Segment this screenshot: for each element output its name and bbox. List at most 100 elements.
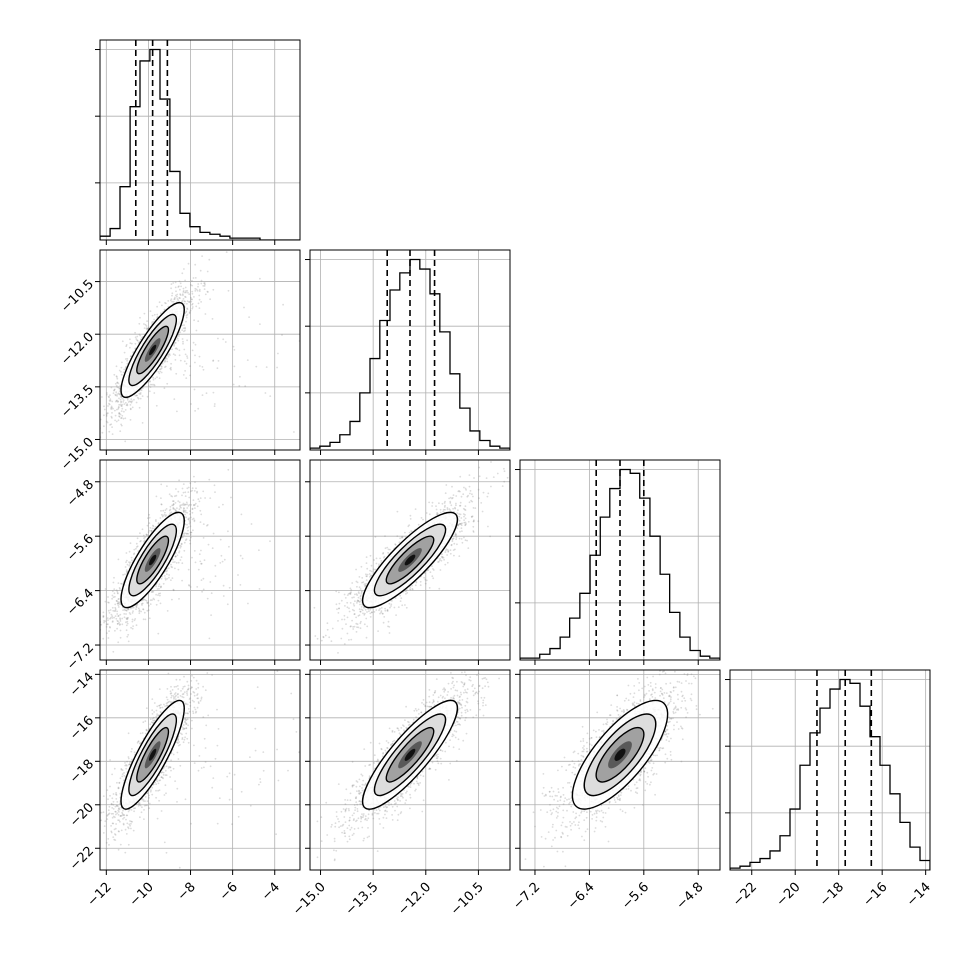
sample-point <box>183 330 185 333</box>
y-tick-label: −6.4 <box>64 586 97 619</box>
sample-point <box>206 290 209 293</box>
sample-point <box>153 392 156 394</box>
sample-point <box>183 534 186 536</box>
sample-point <box>134 331 137 334</box>
sample-point <box>184 286 187 289</box>
sample-point <box>316 637 319 640</box>
sample-point <box>88 423 90 425</box>
sample-point <box>359 588 362 590</box>
sample-point <box>115 420 118 423</box>
sample-point <box>185 290 187 292</box>
sample-point <box>117 392 120 395</box>
sample-point <box>353 613 356 615</box>
sample-point <box>126 635 129 638</box>
sample-point <box>106 392 108 394</box>
sample-point <box>156 305 159 308</box>
sample-point <box>152 597 155 600</box>
sample-point <box>164 302 166 304</box>
sample-point <box>480 502 483 504</box>
sample-point <box>111 417 113 419</box>
sample-point <box>345 623 347 625</box>
sample-point <box>162 582 165 585</box>
sample-point <box>219 452 221 454</box>
sample-point <box>184 295 186 298</box>
sample-point <box>210 592 213 595</box>
sample-point <box>189 284 192 286</box>
sample-point <box>209 298 212 301</box>
sample-point <box>148 522 151 524</box>
sample-point <box>183 324 185 326</box>
sample-point <box>125 609 128 612</box>
sample-point <box>160 367 163 370</box>
sample-point <box>182 287 185 290</box>
sample-point <box>395 614 397 616</box>
sample-point <box>429 571 432 574</box>
sample-point <box>360 606 363 608</box>
sample-point <box>191 507 194 510</box>
sample-point <box>164 515 167 518</box>
sample-point <box>198 307 201 309</box>
sample-point <box>187 262 190 265</box>
sample-point <box>197 568 200 571</box>
sample-point <box>174 341 176 344</box>
sample-point <box>120 396 123 399</box>
sample-point <box>142 608 145 610</box>
sample-point <box>108 601 110 604</box>
sample-point <box>172 503 175 505</box>
sample-point <box>172 506 175 509</box>
sample-point <box>153 384 156 387</box>
sample-point <box>141 395 144 397</box>
sample-point <box>455 502 457 505</box>
sample-point <box>338 607 340 610</box>
sample-point <box>357 626 360 629</box>
sample-point <box>119 620 122 622</box>
sample-point <box>464 539 467 542</box>
sample-point <box>121 340 124 343</box>
sample-point <box>414 584 417 587</box>
sample-point <box>124 566 127 568</box>
sample-point <box>127 633 130 636</box>
sample-point <box>226 603 229 606</box>
sample-point <box>114 394 117 397</box>
sample-point <box>224 341 227 343</box>
sample-point <box>166 360 169 363</box>
sample-point <box>189 482 192 485</box>
sample-point <box>238 385 241 387</box>
sample-point <box>106 623 108 626</box>
sample-point <box>448 497 450 500</box>
sample-point <box>370 570 373 573</box>
sample-point <box>193 296 195 298</box>
sample-point <box>341 618 343 621</box>
sample-point <box>211 318 214 320</box>
sample-point <box>200 579 203 581</box>
sample-point <box>455 536 458 539</box>
sample-point <box>192 504 195 506</box>
sample-point <box>191 306 194 308</box>
sample-point <box>108 630 110 632</box>
sample-point <box>164 366 166 368</box>
sample-point <box>148 529 151 532</box>
sample-point <box>117 622 119 625</box>
sample-point <box>207 291 209 293</box>
sample-point <box>186 307 189 310</box>
sample-point <box>117 419 120 422</box>
sample-point <box>148 516 151 519</box>
sample-point <box>114 615 117 617</box>
sample-point <box>102 615 105 618</box>
sample-point <box>184 539 187 542</box>
sample-point <box>120 404 123 407</box>
sample-point <box>149 310 152 312</box>
sample-point <box>200 282 203 285</box>
sample-point <box>109 609 112 611</box>
sample-point <box>173 343 176 346</box>
sample-point <box>129 338 131 341</box>
sample-point <box>116 600 119 603</box>
sample-point <box>116 627 118 630</box>
sample-point <box>127 640 130 643</box>
sample-point <box>185 310 188 313</box>
sample-point <box>114 629 116 632</box>
sample-point <box>355 580 358 583</box>
sample-point <box>227 530 229 533</box>
sample-point <box>228 586 231 589</box>
sample-point <box>459 523 462 525</box>
